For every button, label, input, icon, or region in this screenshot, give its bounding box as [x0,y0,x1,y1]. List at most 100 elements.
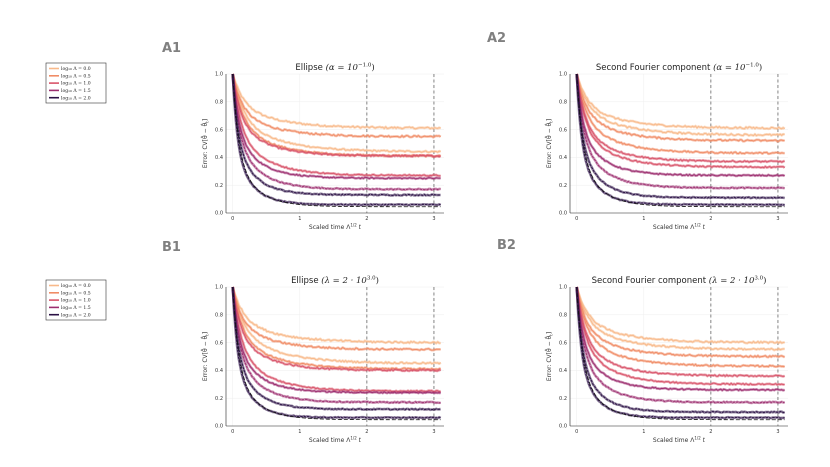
chart-title: Ellipse (λ = 2 · 103.0) [291,275,379,286]
legend-entry-label: log₁₀ Λ = 0.0 [61,283,91,289]
y-axis-label: Error: CV[θ̂ − θ̂t] [202,119,210,168]
y-tick-label: 0.4 [559,368,567,374]
x-tick-label: 0 [575,216,578,222]
y-axis-label-sub: t [205,334,210,336]
series-line [576,286,785,358]
y-tick-label: 1.0 [215,285,223,291]
x-axis-label-var: t [701,224,706,231]
chart-title-param: (λ = 2 · 10 [321,275,367,286]
series-line [232,73,441,180]
legend-entry-label: log₁₀ Λ = 2.0 [61,312,91,318]
panel-a2: A2 Second Fourier component (α = 10−1.0) 0… [487,31,788,231]
series-line [576,73,785,169]
series-line [576,73,785,155]
series-line [232,286,441,394]
chart-title-param: (λ = 2 · 10 [709,275,755,286]
series-line [576,286,785,368]
series-line [576,286,785,419]
series-line [232,73,441,177]
x-tick-label: 3 [776,216,779,222]
y-axis-label-main: Error: CV[θ̂ − θ̂ [546,336,553,382]
theory-curve [232,73,441,208]
series-line [232,73,441,138]
y-axis-label-close: ] [546,119,553,121]
chart-title: Second Fourier component (λ = 2 · 103.0) [592,275,767,286]
series-line [576,73,785,137]
chart-title-text: Ellipse [295,63,325,73]
x-axis-label-var: t [701,437,706,444]
x-tick-label: 0 [231,216,234,222]
y-axis-label-main: Error: CV[θ̂ − θ̂ [202,336,209,382]
x-axis-label-var: t [357,437,362,444]
x-axis-label-exponent: 1/2 [694,436,701,441]
series-band [231,73,441,192]
y-tick-label: 0.8 [215,313,223,319]
chart-title-exponent: −1.0 [745,63,759,69]
y-tick-label: 0.6 [559,127,567,133]
x-tick-label: 0 [231,429,234,435]
series-line [576,73,785,130]
x-axis-label-exponent: 1/2 [350,436,357,441]
y-tick-label: 0.2 [215,396,223,402]
legend-entry-label: log₁₀ Λ = 0.0 [61,66,91,72]
legend-entry-label: log₁₀ Λ = 2.0 [61,95,91,101]
chart-title-exponent: 3.0 [754,276,763,282]
panel-b2: B2 Second Fourier component (λ = 2 · 103.… [497,238,788,444]
x-tick-label: 3 [776,429,779,435]
y-axis-label-sub: t [205,121,210,123]
series-line [576,286,785,386]
legend-entry-label: log₁₀ Λ = 1.5 [61,88,91,94]
series-line [576,286,785,404]
y-tick-label: 0.4 [215,368,223,374]
y-tick-label: 0.4 [215,155,223,161]
x-axis-label: Scaled time Λ1/2 t [309,436,362,445]
x-tick-label: 1 [642,216,645,222]
y-tick-label: 0.4 [559,155,567,161]
chart-title-exponent: −1.0 [358,63,372,69]
series-line [576,286,785,344]
series-line [576,73,785,142]
legend-entry-label: log₁₀ Λ = 1.5 [61,305,91,311]
series-line [576,73,785,177]
series-layer [231,73,442,208]
series-line [576,73,785,189]
series-line [232,286,441,344]
chart-title: Ellipse (α = 10−1.0) [295,62,374,73]
y-tick-label: 0.2 [559,396,567,402]
series-line [576,286,785,351]
chart-title-text: Ellipse [291,276,321,286]
series-layer [575,286,786,421]
series-layer [575,73,786,208]
chart-title-text: Second Fourier component [596,63,713,73]
y-tick-label: 0.0 [215,211,223,217]
series-line [232,286,441,351]
chart-title-close: ) [376,275,379,286]
y-tick-label: 0.6 [215,127,223,133]
y-tick-label: 0.0 [215,424,223,430]
y-tick-label: 1.0 [559,72,567,78]
y-tick-label: 0.6 [215,340,223,346]
series-line [232,286,441,404]
theory-curve [576,73,785,208]
chart-title-close: ) [371,62,374,73]
x-tick-label: 2 [365,216,368,222]
series-line [232,73,441,191]
series-line [232,73,441,196]
series-line [576,73,785,199]
panel-label: A1 [162,41,181,56]
legend-entry-label: log₁₀ Λ = 1.0 [61,81,91,87]
y-tick-label: 0.8 [215,100,223,106]
chart-title-param: (α = 10 [713,62,746,73]
legend-entry-label: log₁₀ Λ = 1.0 [61,298,91,304]
y-tick-label: 0.8 [559,100,567,106]
series-layer [231,286,442,421]
series-line [232,73,441,130]
y-tick-label: 0.0 [559,211,567,217]
x-axis-label-exponent: 1/2 [694,223,701,228]
legend-entry-label: log₁₀ Λ = 0.5 [61,73,91,79]
y-axis-label: Error: CV[θ̂ − θ̂t] [202,332,210,381]
theory-curve [232,286,441,421]
